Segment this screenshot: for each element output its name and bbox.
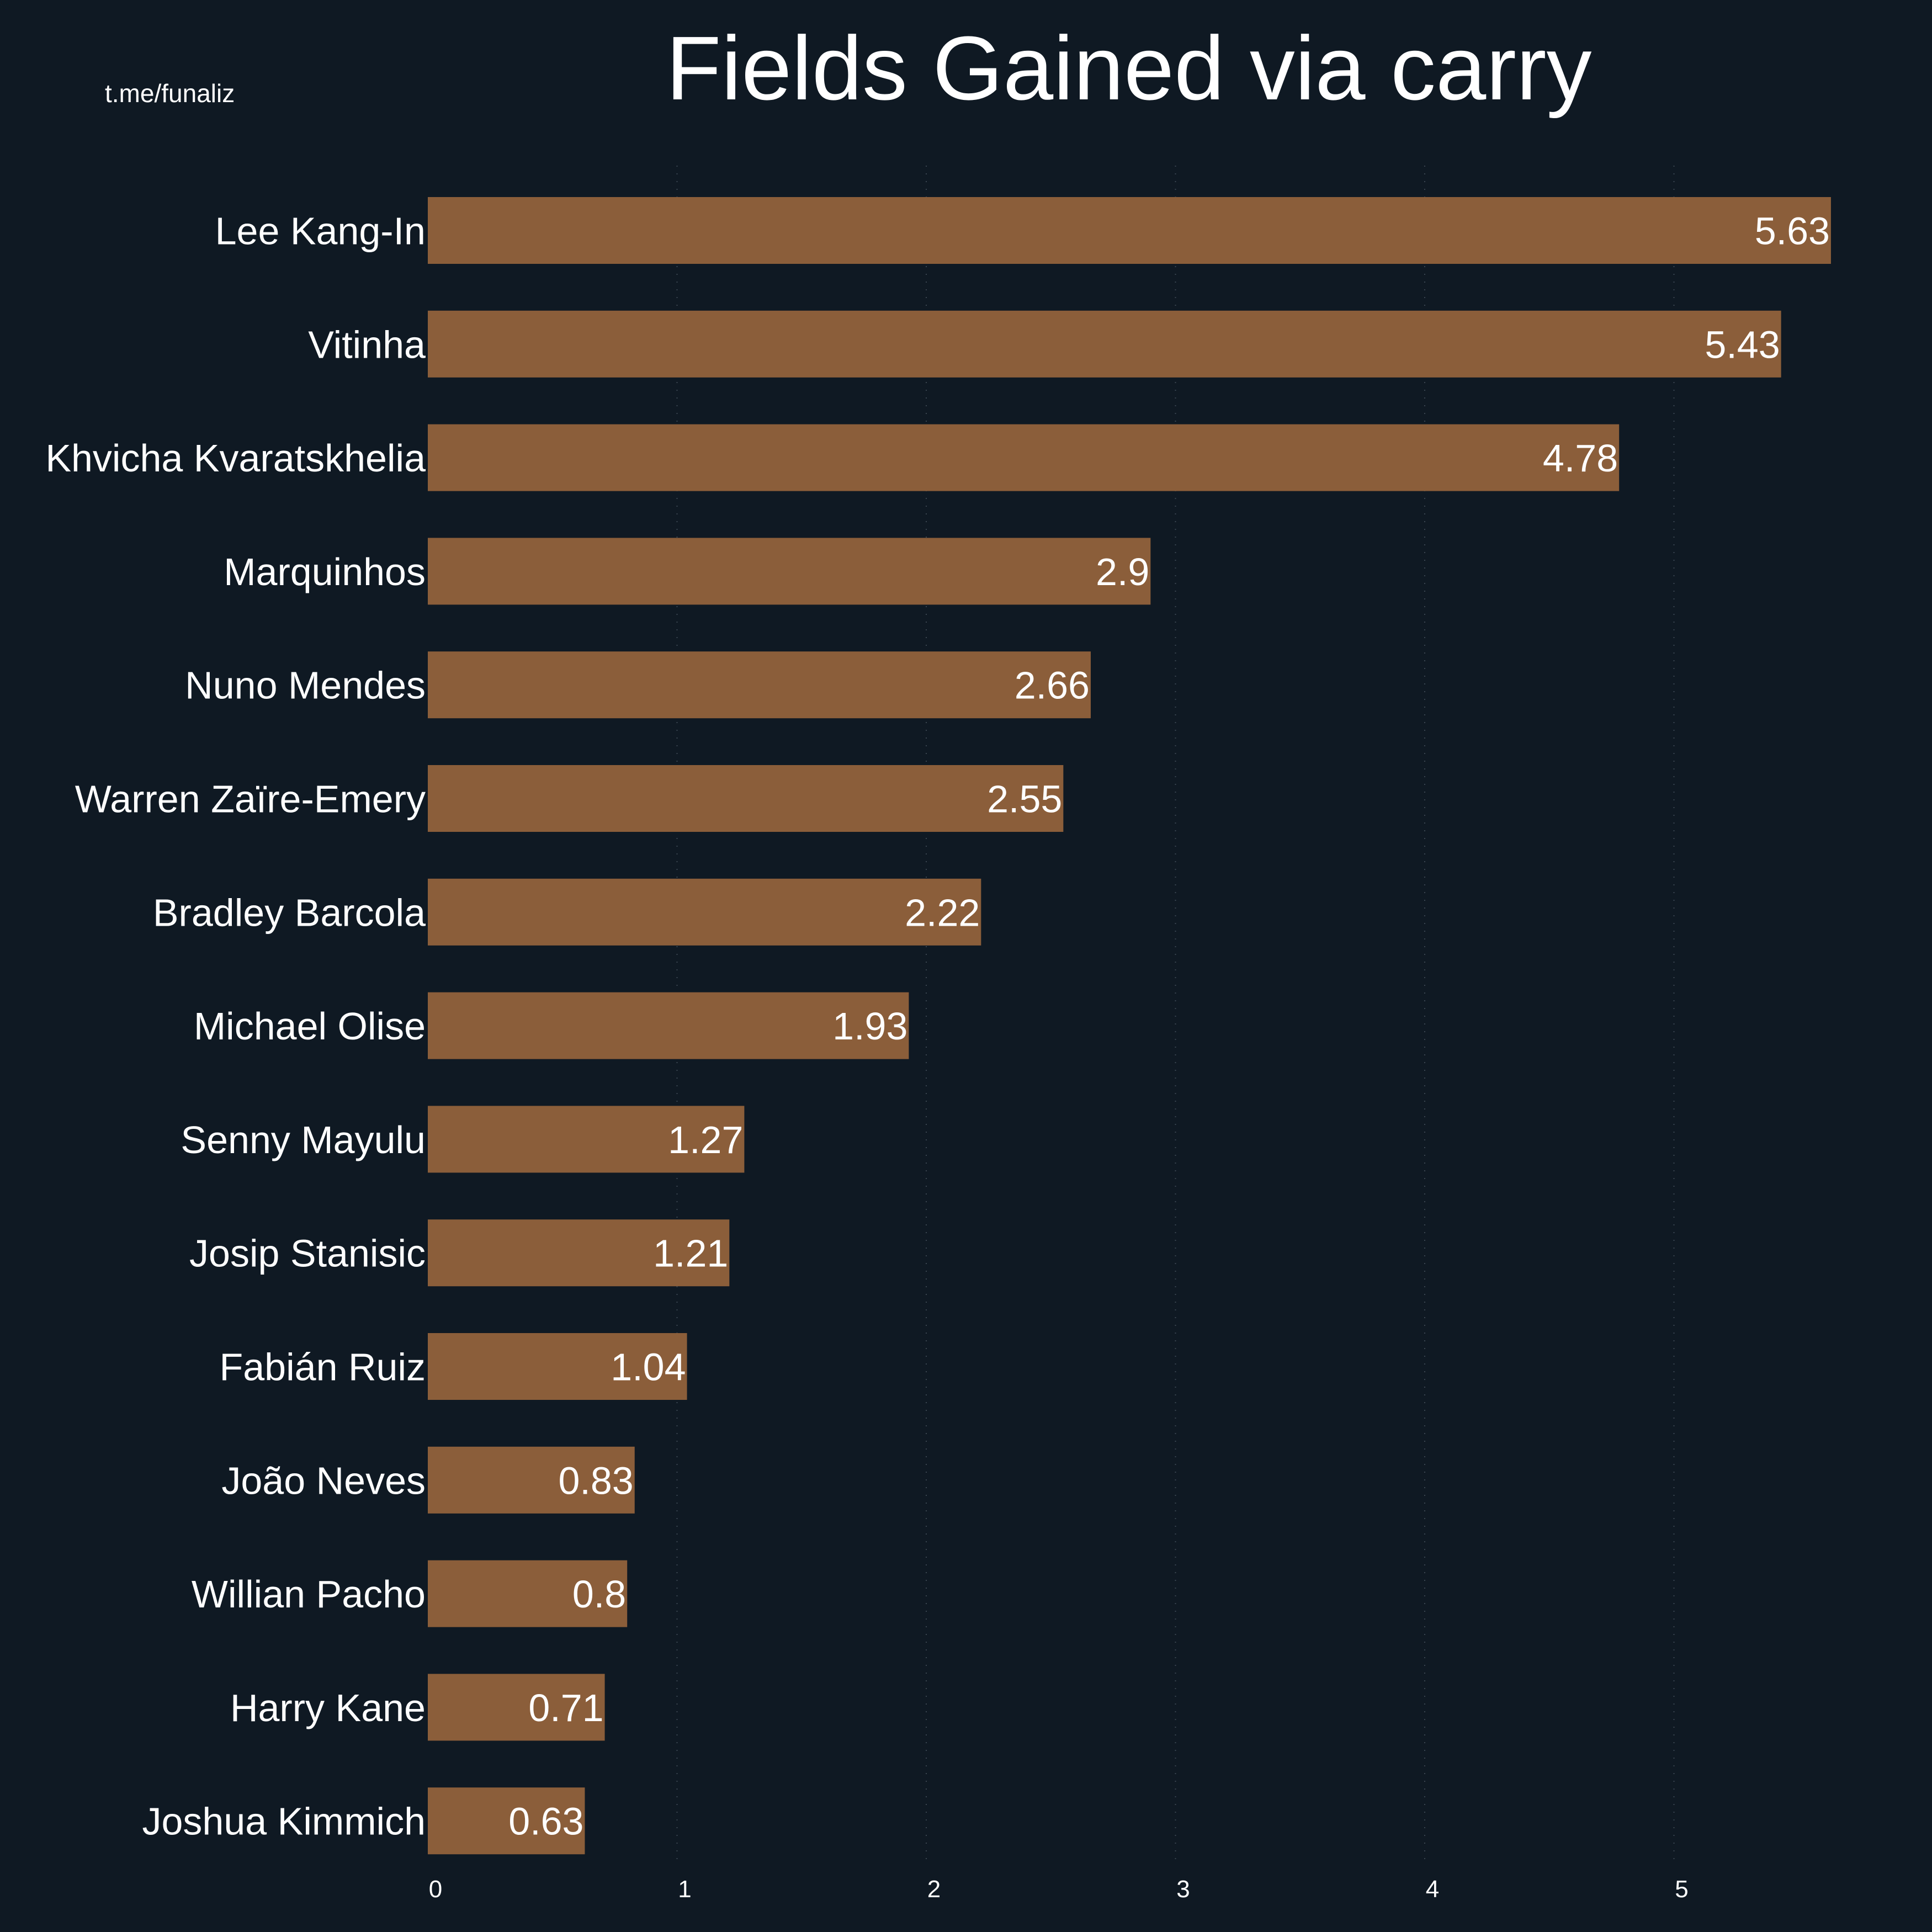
category-label: Lee Kang-In — [215, 210, 426, 253]
value-label: 0.71 — [528, 1686, 603, 1729]
bar — [428, 992, 909, 1059]
x-tick-label: 3 — [1176, 1876, 1190, 1903]
bar — [428, 1446, 635, 1514]
bar — [428, 1787, 585, 1855]
category-label: Michael Olise — [194, 1005, 426, 1048]
bar — [428, 1674, 605, 1741]
value-label: 0.63 — [508, 1800, 583, 1843]
value-labels: 5.63 5.43 4.78 2.9 2.66 2.55 2.22 1.93 1.27 1.21 1… — [508, 210, 1830, 1843]
bar — [428, 1106, 745, 1173]
value-label: 0.83 — [558, 1459, 633, 1502]
bar — [428, 310, 1781, 378]
x-tick-label: 0 — [429, 1876, 442, 1903]
category-label: João Neves — [221, 1459, 426, 1502]
category-label: Warren Zaïre-Emery — [75, 778, 426, 821]
category-label: Senny Mayulu — [181, 1118, 426, 1161]
bar — [428, 651, 1091, 719]
watermark: t.me/funaliz — [105, 79, 235, 108]
bar — [428, 424, 1620, 491]
bar — [428, 538, 1151, 605]
x-tick-label: 1 — [678, 1876, 691, 1903]
category-label: Harry Kane — [230, 1686, 426, 1729]
value-label: 2.55 — [987, 778, 1062, 821]
chart-title: Fields Gained via carry — [666, 18, 1592, 119]
value-label: 1.21 — [653, 1232, 728, 1275]
bar — [428, 878, 981, 946]
category-label: Willian Pacho — [192, 1573, 426, 1616]
category-label: Joshua Kimmich — [142, 1800, 426, 1843]
category-label: Marquinhos — [224, 550, 426, 593]
category-label: Nuno Mendes — [185, 664, 426, 707]
category-label: Khvicha Kvaratskhelia — [45, 437, 426, 480]
category-label: Bradley Barcola — [153, 891, 426, 934]
x-tick-label: 4 — [1426, 1876, 1439, 1903]
value-label: 1.93 — [832, 1005, 907, 1048]
value-label: 2.22 — [905, 891, 980, 934]
bar — [428, 765, 1064, 832]
category-label: Fabián Ruiz — [219, 1346, 426, 1389]
value-label: 5.43 — [1705, 323, 1780, 366]
value-label: 1.04 — [611, 1346, 686, 1389]
value-label: 2.9 — [1096, 550, 1149, 593]
bars — [428, 197, 1831, 1855]
bar — [428, 1333, 687, 1400]
value-label: 2.66 — [1015, 664, 1090, 707]
category-label: Josip Stanisic — [189, 1232, 426, 1275]
x-axis-ticks: 0 1 2 3 4 5 — [429, 1876, 1689, 1903]
value-label: 1.27 — [668, 1118, 743, 1161]
bar — [428, 1560, 628, 1627]
bar — [428, 1219, 730, 1287]
x-tick-label: 5 — [1675, 1876, 1688, 1903]
category-label: Vitinha — [308, 323, 426, 366]
value-label: 0.8 — [572, 1573, 626, 1616]
value-label: 5.63 — [1755, 210, 1830, 253]
value-label: 4.78 — [1543, 437, 1618, 480]
category-labels: Lee Kang-In Vitinha Khvicha Kvaratskhelia M… — [45, 210, 426, 1843]
x-tick-label: 2 — [927, 1876, 941, 1903]
bar — [428, 197, 1831, 264]
